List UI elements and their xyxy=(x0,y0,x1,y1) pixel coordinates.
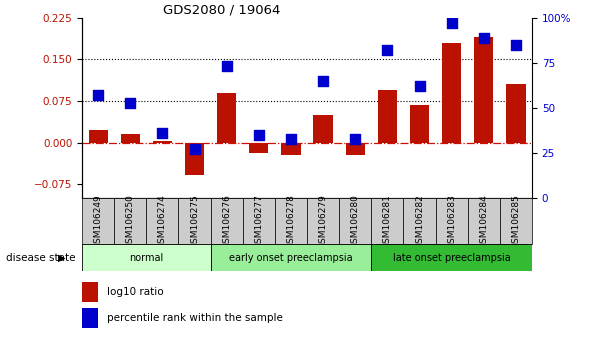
Bar xyxy=(249,143,269,153)
Bar xyxy=(185,143,204,175)
FancyBboxPatch shape xyxy=(179,198,210,244)
FancyBboxPatch shape xyxy=(435,198,468,244)
Point xyxy=(318,78,328,84)
Bar xyxy=(282,143,300,155)
FancyBboxPatch shape xyxy=(82,244,210,271)
Point xyxy=(125,100,135,105)
Text: GSM106275: GSM106275 xyxy=(190,194,199,249)
Bar xyxy=(153,141,172,143)
Point xyxy=(415,84,424,89)
FancyBboxPatch shape xyxy=(371,244,532,271)
Bar xyxy=(314,115,333,143)
Text: GSM106274: GSM106274 xyxy=(158,194,167,249)
Point xyxy=(286,136,296,142)
FancyBboxPatch shape xyxy=(243,198,275,244)
FancyBboxPatch shape xyxy=(500,198,532,244)
Bar xyxy=(442,43,461,143)
Text: late onset preeclampsia: late onset preeclampsia xyxy=(393,252,511,263)
Text: GSM106277: GSM106277 xyxy=(254,194,263,249)
Bar xyxy=(120,135,140,143)
Point xyxy=(157,130,167,136)
FancyBboxPatch shape xyxy=(275,198,307,244)
Text: GSM106284: GSM106284 xyxy=(479,194,488,249)
FancyBboxPatch shape xyxy=(371,198,404,244)
Bar xyxy=(506,84,525,143)
Point xyxy=(190,147,199,152)
Bar xyxy=(82,308,98,329)
Text: GSM106249: GSM106249 xyxy=(94,194,103,249)
Point xyxy=(382,47,392,53)
Text: GSM106280: GSM106280 xyxy=(351,194,360,249)
Bar xyxy=(410,105,429,143)
Bar xyxy=(82,282,98,302)
Bar xyxy=(217,93,237,143)
Point xyxy=(350,136,360,142)
FancyBboxPatch shape xyxy=(468,198,500,244)
Point xyxy=(511,42,521,48)
Bar xyxy=(378,90,397,143)
Text: log10 ratio: log10 ratio xyxy=(107,287,164,297)
Text: early onset preeclampsia: early onset preeclampsia xyxy=(229,252,353,263)
Point xyxy=(479,35,489,40)
Text: normal: normal xyxy=(130,252,164,263)
FancyBboxPatch shape xyxy=(82,198,114,244)
Text: GSM106281: GSM106281 xyxy=(383,194,392,249)
FancyBboxPatch shape xyxy=(147,198,179,244)
Text: GSM106279: GSM106279 xyxy=(319,194,328,249)
Text: ▶: ▶ xyxy=(58,252,65,263)
Point xyxy=(93,92,103,98)
FancyBboxPatch shape xyxy=(114,198,147,244)
FancyBboxPatch shape xyxy=(210,244,371,271)
Bar xyxy=(474,37,494,143)
Text: GSM106282: GSM106282 xyxy=(415,194,424,249)
Text: percentile rank within the sample: percentile rank within the sample xyxy=(107,313,283,323)
FancyBboxPatch shape xyxy=(404,198,435,244)
FancyBboxPatch shape xyxy=(307,198,339,244)
Text: GSM106276: GSM106276 xyxy=(222,194,231,249)
Text: disease state: disease state xyxy=(6,252,75,263)
Bar xyxy=(89,131,108,143)
Text: GSM106250: GSM106250 xyxy=(126,194,135,249)
Point xyxy=(222,64,232,69)
Text: GDS2080 / 19064: GDS2080 / 19064 xyxy=(163,4,280,17)
Text: GSM106283: GSM106283 xyxy=(447,194,456,249)
Point xyxy=(447,20,457,26)
Text: GSM106278: GSM106278 xyxy=(286,194,295,249)
Point xyxy=(254,132,264,138)
Bar xyxy=(345,143,365,155)
Text: GSM106285: GSM106285 xyxy=(511,194,520,249)
FancyBboxPatch shape xyxy=(339,198,371,244)
FancyBboxPatch shape xyxy=(210,198,243,244)
